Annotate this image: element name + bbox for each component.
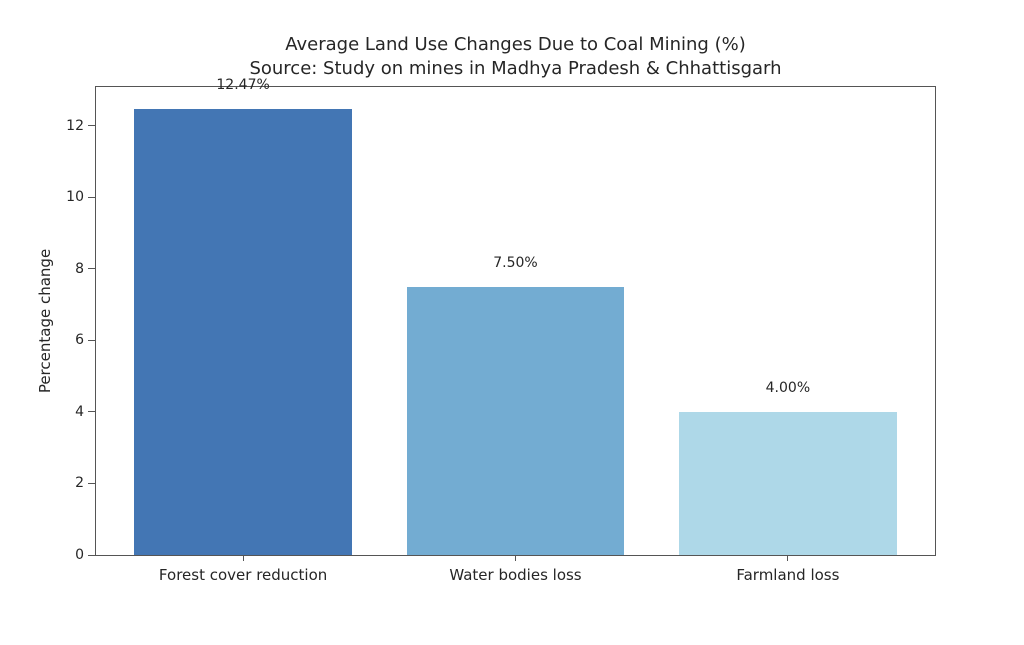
y-tick-label: 6 — [75, 332, 84, 349]
y-tick-label: 4 — [75, 403, 84, 420]
y-tick-mark — [88, 554, 95, 556]
bar-farmland-loss — [678, 412, 897, 555]
y-tick-label: 12 — [66, 117, 84, 134]
y-tick-mark — [88, 411, 95, 413]
y-tick-mark — [88, 196, 95, 198]
bar-forest-cover-reduction — [134, 109, 353, 555]
y-tick-label: 8 — [75, 260, 84, 277]
bar-water-bodies-loss — [406, 286, 625, 555]
chart-title: Average Land Use Changes Due to Coal Min… — [285, 34, 746, 55]
plot-area: 0 2 4 6 8 10 12 12.47% Forest cover reduction 7.5… — [66, 77, 936, 584]
y-tick-mark — [88, 482, 95, 484]
x-tick-label: Water bodies loss — [449, 566, 582, 584]
bar-value-label: 12.47% — [216, 77, 270, 94]
x-tick-mark — [787, 555, 789, 561]
y-tick-mark — [88, 339, 95, 341]
y-tick-label: 0 — [75, 547, 84, 563]
x-tick-label: Forest cover reduction — [158, 566, 328, 584]
x-tick-label: Farmland loss — [736, 566, 840, 584]
chart-title-block: Average Land Use Changes Due to Coal Min… — [95, 33, 936, 81]
y-tick-mark — [88, 268, 95, 270]
bar-value-label: 4.00% — [765, 380, 811, 397]
y-tick-label: 2 — [75, 475, 84, 492]
x-tick-mark — [242, 555, 244, 561]
y-tick-label: 10 — [66, 189, 84, 206]
bar-value-label: 7.50% — [493, 254, 538, 271]
y-tick-mark — [88, 125, 95, 127]
x-tick-mark — [515, 555, 516, 561]
chart-subtitle: Source: Study on mines in Madhya Pradesh… — [249, 58, 782, 79]
